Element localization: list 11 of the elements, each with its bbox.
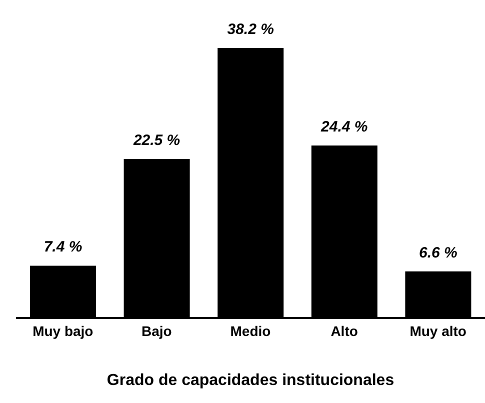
x-tick-label: Medio (230, 322, 271, 339)
x-tick-label: Bajo (142, 322, 172, 339)
data-label: 22.5 % (132, 132, 180, 149)
x-tick-label: Muy bajo (32, 322, 94, 339)
data-label: 6.6 % (419, 244, 458, 262)
x-tick-label: Alto (330, 322, 358, 339)
data-label: 38.2 % (227, 21, 274, 38)
data-label: 7.4 % (44, 238, 82, 256)
data-label: 24.4 % (320, 118, 368, 136)
x-tick-label: Muy alto (410, 322, 466, 339)
x-axis-title: Grado de capacidades institucionales (106, 372, 394, 389)
